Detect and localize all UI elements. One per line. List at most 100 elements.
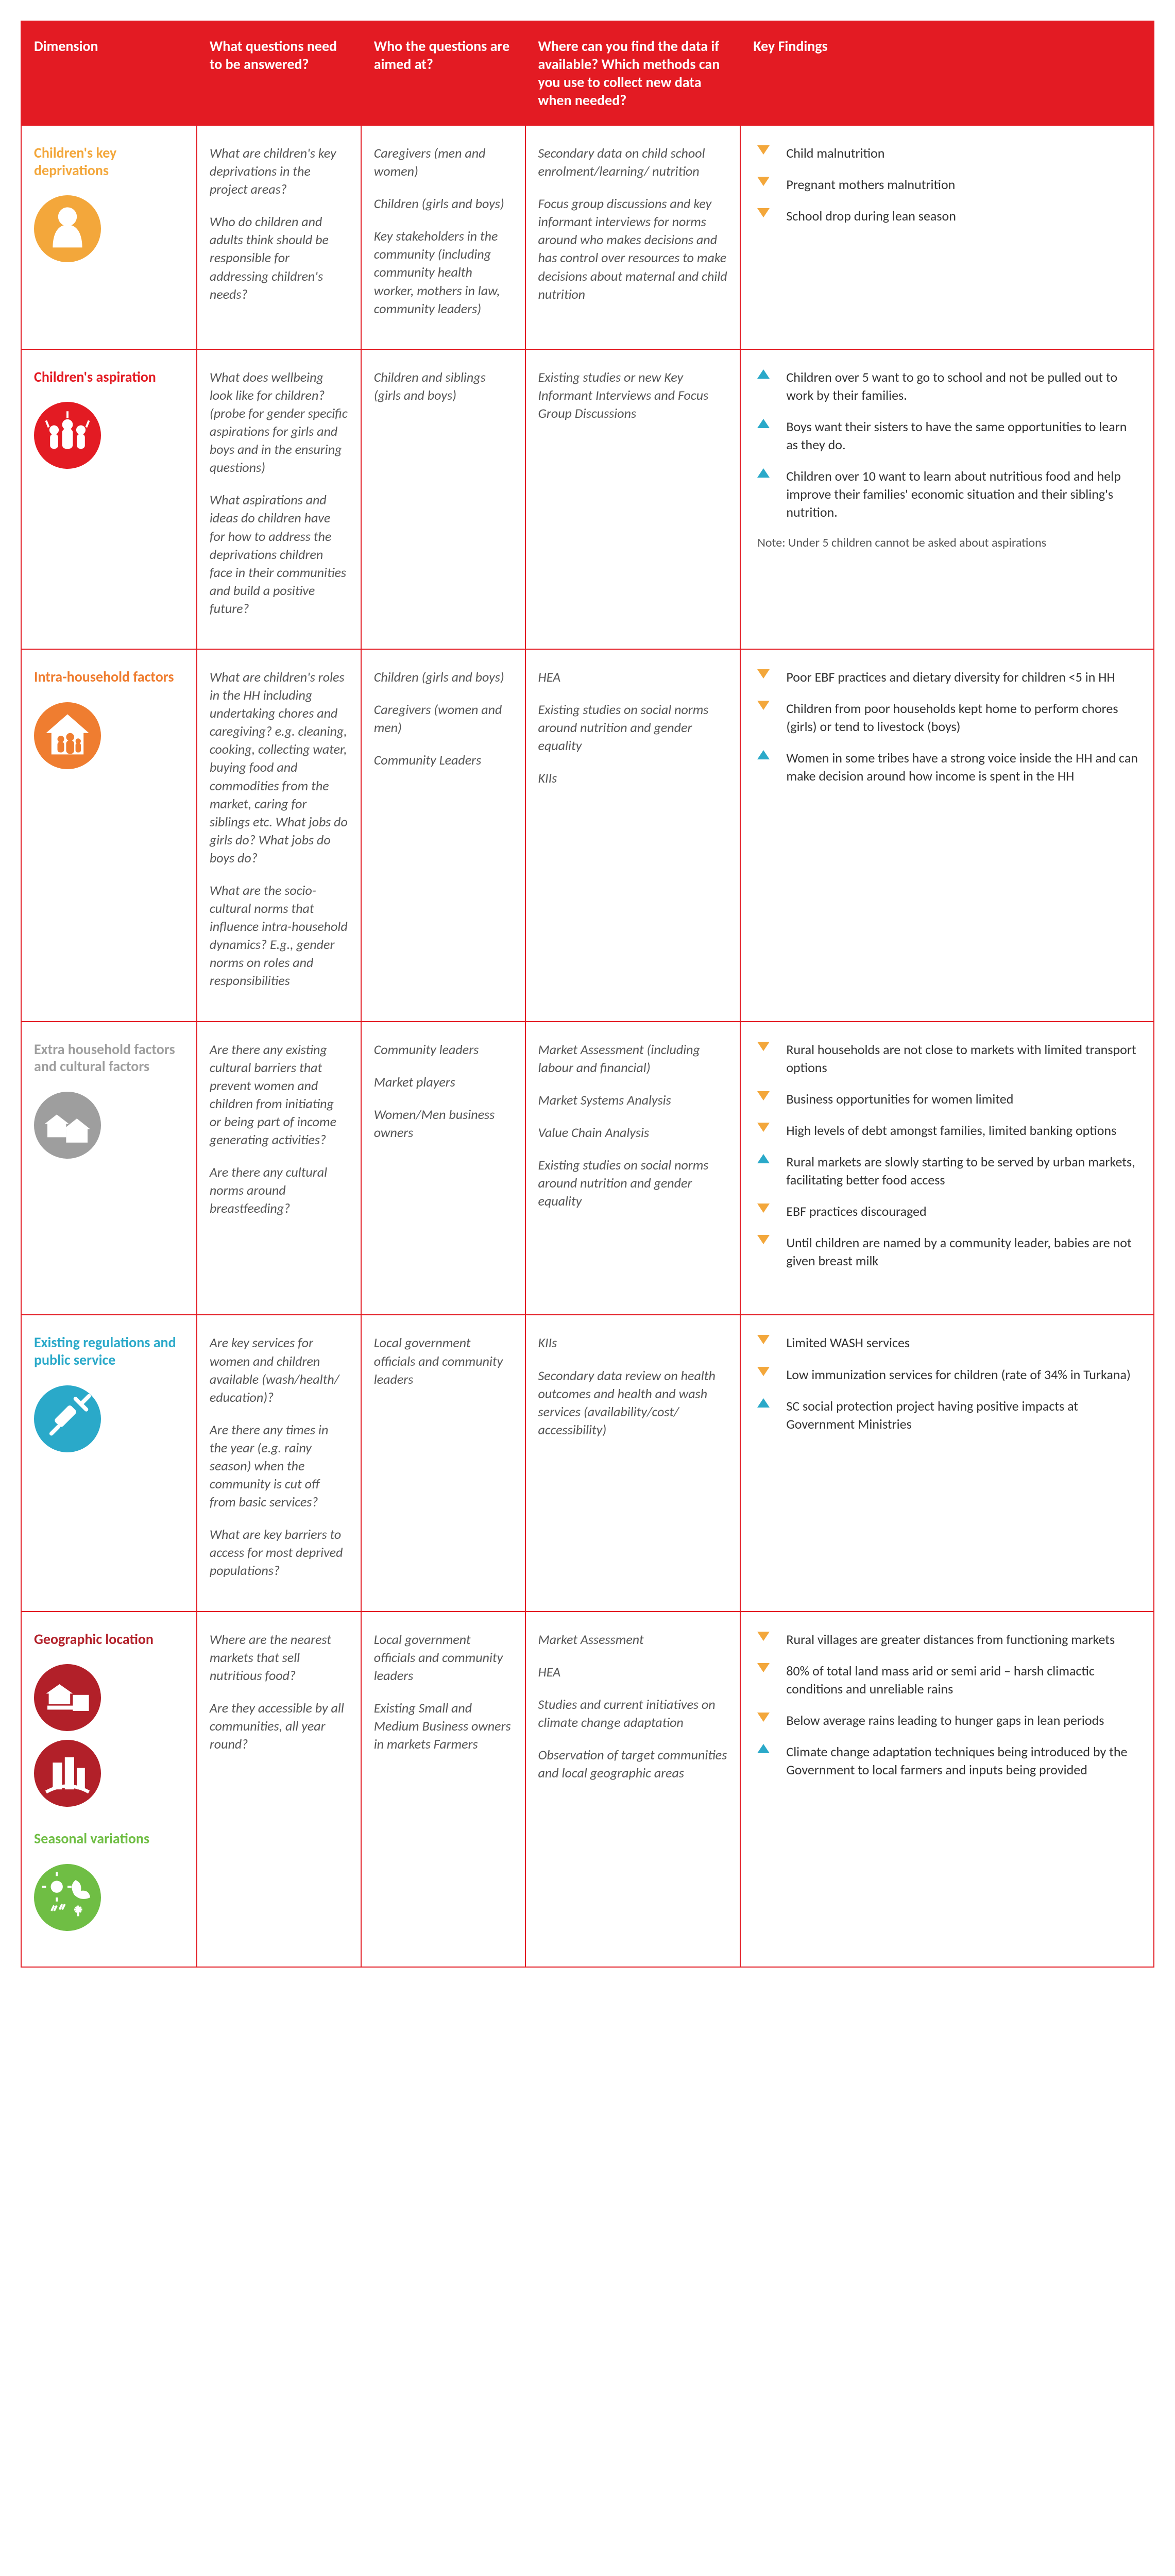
- findings-list: Rural villages are greater distances fro…: [757, 1631, 1141, 1780]
- trend-up-icon: [757, 468, 770, 478]
- cell-text: What does wellbeing look like for childr…: [210, 368, 348, 477]
- finding-item: Rural markets are slowly starting to be …: [757, 1153, 1141, 1189]
- cell-questions: Where are the nearest markets that sell …: [197, 1612, 361, 1967]
- cell-questions: Are key services for women and children …: [197, 1315, 361, 1611]
- cell-text: KIIs: [538, 769, 728, 787]
- dimension-title: Extra household factors and cultural fac…: [34, 1041, 184, 1075]
- finding-text: Limited WASH services: [786, 1334, 910, 1351]
- cell-text: Studies and current initiatives on clima…: [538, 1696, 728, 1732]
- cell-text: Are there any times in the year (e.g. ra…: [210, 1421, 348, 1511]
- finding-text: Rural markets are slowly starting to be …: [786, 1154, 1135, 1188]
- cell-questions: What are children's roles in the HH incl…: [197, 649, 361, 1022]
- household-icon: [34, 702, 184, 774]
- cell-text: What aspirations and ideas do children h…: [210, 491, 348, 618]
- cell-text: Market players: [374, 1073, 513, 1091]
- finding-item: Pregnant mothers malnutrition: [757, 176, 1141, 194]
- cell-questions: What does wellbeing look like for childr…: [197, 349, 361, 649]
- finding-item: Below average rains leading to hunger ga…: [757, 1711, 1141, 1730]
- cell-text: HEA: [538, 1663, 728, 1681]
- trend-down-icon: [757, 208, 770, 217]
- cell-sources: Market Assessment HEA Studies and current …: [525, 1612, 741, 1967]
- trend-down-icon: [757, 1335, 770, 1344]
- cell-findings: Rural households are not close to market…: [740, 1022, 1154, 1315]
- cell-dimension: Geographic location Seasonal variations: [21, 1612, 197, 1967]
- cell-text: Community Leaders: [374, 751, 513, 769]
- finding-item: School drop during lean season: [757, 207, 1141, 225]
- cell-text: Are there any existing cultural barriers…: [210, 1041, 348, 1149]
- cell-findings: Limited WASH services Low immunization s…: [740, 1315, 1154, 1611]
- dimensions-table: Dimension What questions need to be answ…: [21, 21, 1154, 1968]
- cell-text: What are the socio-cultural norms that i…: [210, 882, 348, 990]
- cell-text: Children and siblings (girls and boys): [374, 368, 513, 404]
- finding-text: Children from poor households kept home …: [786, 700, 1118, 735]
- table-row: Geographic location Seasonal variations …: [21, 1612, 1154, 1967]
- extra-icon: [34, 1092, 184, 1163]
- cell-text: Are key services for women and children …: [210, 1334, 348, 1406]
- cell-text: Market Assessment: [538, 1631, 728, 1649]
- findings-list: Child malnutrition Pregnant mothers maln…: [757, 144, 1141, 225]
- finding-text: School drop during lean season: [786, 208, 956, 224]
- finding-item: SC social protection project having posi…: [757, 1397, 1141, 1433]
- finding-item: Women in some tribes have a strong voice…: [757, 749, 1141, 785]
- col-questions: What questions need to be answered?: [197, 21, 361, 125]
- table-row: Extra household factors and cultural fac…: [21, 1022, 1154, 1315]
- finding-item: Boys want their sisters to have the same…: [757, 418, 1141, 454]
- finding-item: 80% of total land mass arid or semi arid…: [757, 1662, 1141, 1698]
- col-dimension: Dimension: [21, 21, 197, 125]
- cell-text: Existing studies or new Key Informant In…: [538, 368, 728, 422]
- cell-text: Caregivers (men and women): [374, 144, 513, 180]
- dimension-title: Children's key deprivations: [34, 144, 184, 179]
- trend-up-icon: [757, 369, 770, 379]
- cell-findings: Child malnutrition Pregnant mothers maln…: [740, 125, 1154, 349]
- cell-text: Value Chain Analysis: [538, 1124, 728, 1142]
- cell-audience: Local government officials and community…: [361, 1612, 525, 1967]
- finding-text: Boys want their sisters to have the same…: [786, 418, 1127, 453]
- dimension-extra-title: Seasonal variations: [34, 1830, 184, 1848]
- cell-text: Local government officials and community…: [374, 1334, 513, 1388]
- trend-down-icon: [757, 177, 770, 186]
- findings-list: Children over 5 want to go to school and…: [757, 368, 1141, 522]
- finding-text: Children over 10 want to learn about nut…: [786, 468, 1121, 520]
- cell-audience: Children and siblings (girls and boys): [361, 349, 525, 649]
- cell-sources: Existing studies or new Key Informant In…: [525, 349, 741, 649]
- cell-text: What are children's key deprivations in …: [210, 144, 348, 198]
- cell-text: What are key barriers to access for most…: [210, 1526, 348, 1580]
- trend-down-icon: [757, 669, 770, 679]
- findings-list: Rural households are not close to market…: [757, 1041, 1141, 1270]
- finding-text: Rural households are not close to market…: [786, 1041, 1136, 1076]
- cell-audience: Local government officials and community…: [361, 1315, 525, 1611]
- cell-text: Secondary data review on health outcomes…: [538, 1367, 728, 1439]
- col-sources: Where can you find the data if available…: [525, 21, 741, 125]
- cell-sources: HEAExisting studies on social norms arou…: [525, 649, 741, 1022]
- finding-text: Women in some tribes have a strong voice…: [786, 750, 1138, 784]
- dimension-title: Children's aspiration: [34, 368, 184, 386]
- finding-text: Children over 5 want to go to school and…: [786, 369, 1117, 403]
- finding-item: High levels of debt amongst families, li…: [757, 1122, 1141, 1140]
- cell-text: Who do children and adults think should …: [210, 213, 348, 303]
- cell-findings: Children over 5 want to go to school and…: [740, 349, 1154, 649]
- finding-text: Below average rains leading to hunger ga…: [786, 1712, 1104, 1728]
- cell-text: Secondary data on child school enrolment…: [538, 144, 728, 180]
- cell-text: Existing studies on social norms around …: [538, 701, 728, 755]
- cell-text: Existing studies on social norms around …: [538, 1156, 728, 1210]
- finding-item: Poor EBF practices and dietary diversity…: [757, 668, 1141, 686]
- cell-dimension: Existing regulations and public service: [21, 1315, 197, 1611]
- geo1-icon: [34, 1664, 184, 1736]
- finding-item: Business opportunities for women limited: [757, 1090, 1141, 1108]
- cell-text: Are there any cultural norms around brea…: [210, 1163, 348, 1217]
- cell-text: Existing Small and Medium Business owner…: [374, 1699, 513, 1753]
- trend-down-icon: [757, 1713, 770, 1722]
- finding-item: Children over 10 want to learn about nut…: [757, 467, 1141, 521]
- finding-text: SC social protection project having posi…: [786, 1398, 1078, 1432]
- cell-questions: Are there any existing cultural barriers…: [197, 1022, 361, 1315]
- cell-findings: Rural villages are greater distances fro…: [740, 1612, 1154, 1967]
- trend-down-icon: [757, 1123, 770, 1132]
- cell-text: Community leaders: [374, 1041, 513, 1059]
- table-header-row: Dimension What questions need to be answ…: [21, 21, 1154, 125]
- dimension-title: Intra-household factors: [34, 668, 184, 686]
- trend-up-icon: [757, 1744, 770, 1753]
- finding-item: Until children are named by a community …: [757, 1234, 1141, 1270]
- finding-item: Low immunization services for children (…: [757, 1366, 1141, 1384]
- cell-text: Women/Men business owners: [374, 1106, 513, 1142]
- trend-down-icon: [757, 1235, 770, 1244]
